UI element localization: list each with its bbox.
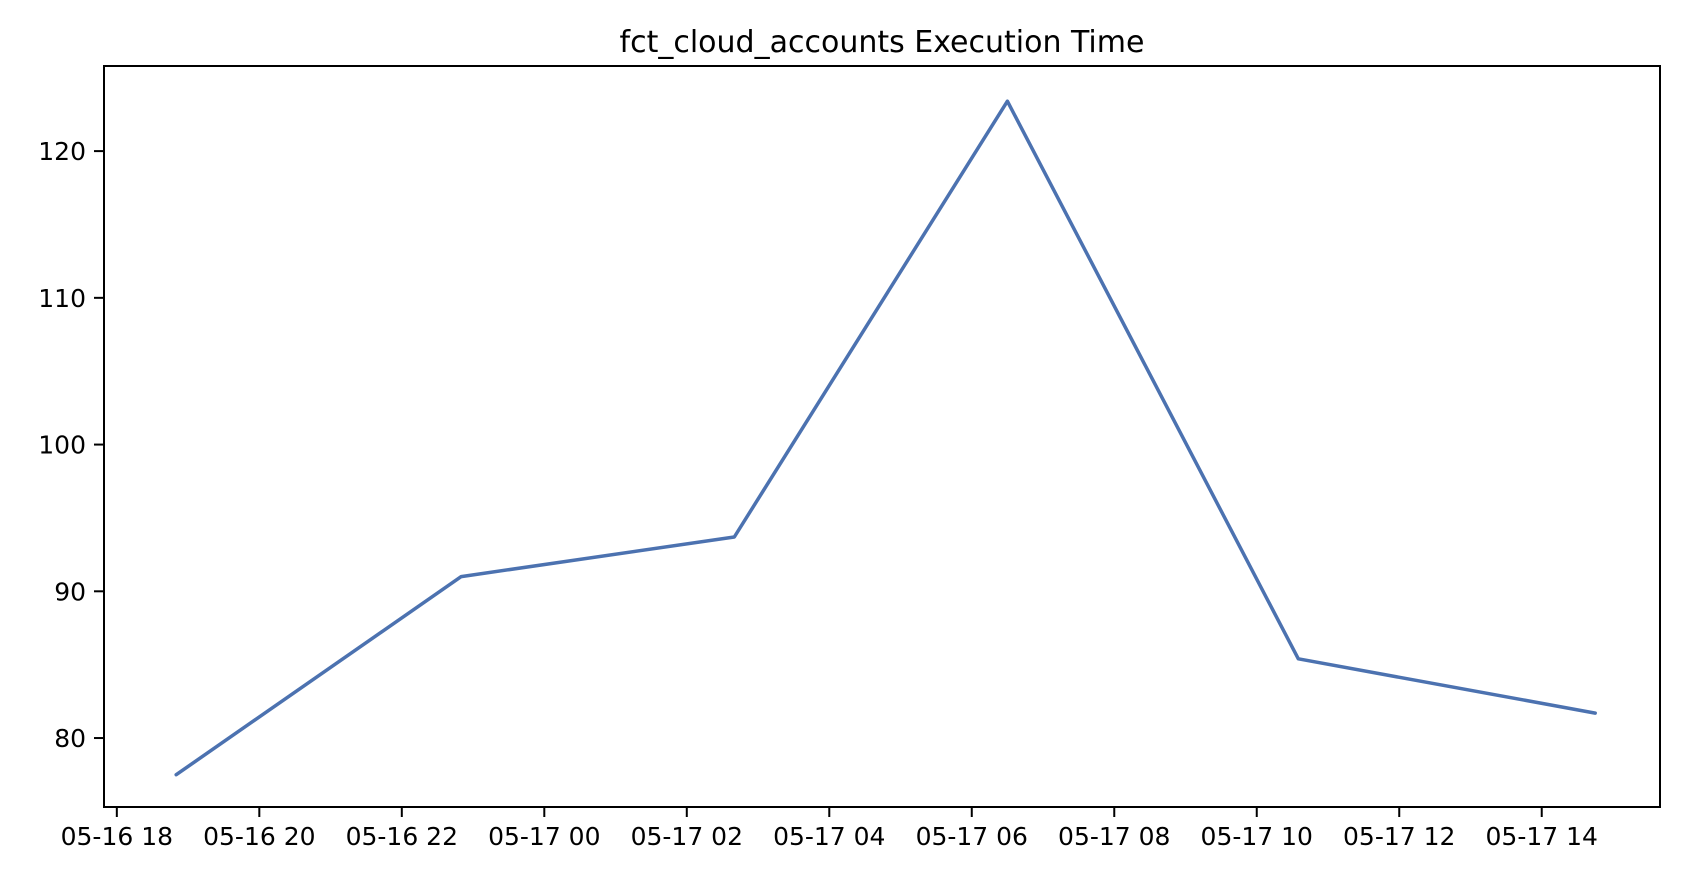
chart-title: fct_cloud_accounts Execution Time [620,25,1145,60]
x-axis-ticks: 05-16 18 05-16 20 05-16 22 05-17 00 05-17 02… [61,807,1598,851]
y-tick-label: 120 [38,137,86,166]
x-tick-label: 05-17 06 [916,822,1028,851]
x-tick-label: 05-17 04 [773,822,885,851]
y-axis-ticks: 80 90 100 110 120 [38,137,104,753]
x-tick-label: 05-16 20 [203,822,315,851]
y-tick-label: 110 [38,284,86,313]
series-line [174,99,1597,777]
plot-border [103,65,1661,808]
x-tick-label: 05-16 18 [61,822,173,851]
y-tick-label: 80 [54,724,86,753]
x-tick-label: 05-17 00 [488,822,600,851]
x-tick-label: 05-17 08 [1058,822,1170,851]
x-tick-label: 05-17 12 [1343,822,1455,851]
y-tick-label: 100 [38,431,86,460]
y-tick-label: 90 [54,577,86,606]
x-tick-label: 05-16 22 [346,822,458,851]
x-tick-label: 05-17 10 [1201,822,1313,851]
x-tick-label: 05-17 02 [631,822,743,851]
x-tick-label: 05-17 14 [1486,822,1598,851]
